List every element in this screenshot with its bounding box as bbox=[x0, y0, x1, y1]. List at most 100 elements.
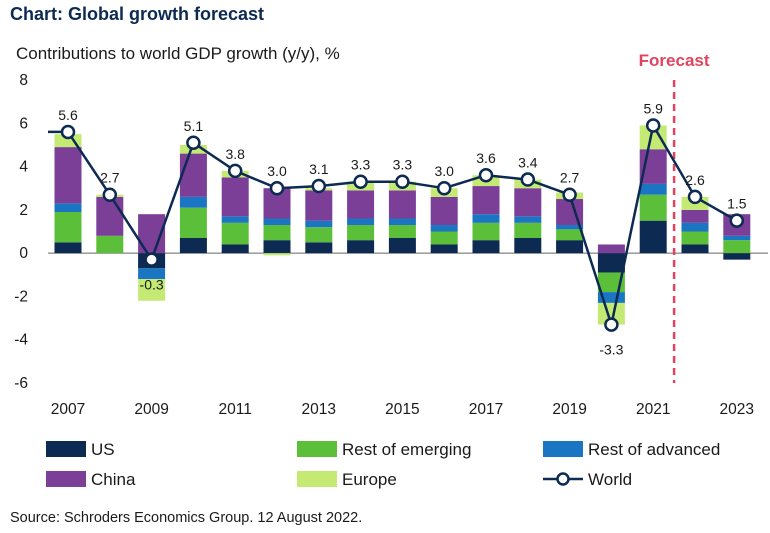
world-data-label: 5.9 bbox=[643, 100, 663, 116]
bar-segment-china bbox=[347, 190, 375, 219]
world-data-label: 3.0 bbox=[267, 163, 287, 179]
bar-segment-europe bbox=[138, 279, 166, 301]
world-point bbox=[478, 167, 494, 183]
x-tick-label: 2007 bbox=[51, 401, 85, 418]
bar-segment-china bbox=[221, 177, 249, 217]
world-data-label: 3.8 bbox=[225, 146, 245, 162]
legend-swatch-rest-of-advanced bbox=[543, 441, 583, 457]
bar-segment-rest-of-emerging bbox=[305, 227, 333, 243]
bar-segment-china bbox=[597, 244, 625, 254]
y-tick-label: 6 bbox=[19, 115, 28, 132]
bar-segment-us bbox=[221, 244, 249, 254]
data-label-layer: 5.6 2.7 -0.3 5.1 3.8 3.0 3.1 3.3 3.3 3.0 3.6 3.4 2.7… bbox=[58, 100, 746, 357]
bar-segment-rest-of-emerging bbox=[388, 225, 416, 238]
legend-swatch-rest-of-emerging bbox=[297, 441, 337, 457]
y-tick-label: 4 bbox=[19, 159, 28, 176]
bar-segment-rest-of-emerging bbox=[221, 222, 249, 245]
y-tick-label: -4 bbox=[14, 332, 28, 349]
world-point bbox=[269, 180, 285, 196]
bar-segment-rest-of-emerging bbox=[639, 194, 667, 221]
chart-title: Chart: Global growth forecast bbox=[10, 4, 265, 24]
bar-segment-rest-of-advanced bbox=[681, 222, 709, 232]
world-data-label: 2.7 bbox=[560, 170, 580, 186]
world-point bbox=[227, 163, 243, 179]
legend-label-us: US bbox=[91, 440, 115, 459]
chart-subtitle: Contributions to world GDP growth (y/y),… bbox=[16, 44, 340, 63]
bar-segment-china bbox=[472, 186, 500, 215]
world-point bbox=[60, 124, 76, 140]
bar-segment-rest-of-emerging bbox=[723, 240, 751, 254]
y-tick-label: -2 bbox=[14, 288, 28, 305]
forecast-label: Forecast bbox=[639, 51, 710, 70]
bar-segment-rest-of-emerging bbox=[514, 222, 542, 238]
bar-segment-us bbox=[179, 237, 207, 254]
bar-segment-us bbox=[723, 253, 751, 260]
bar-segment-rest-of-advanced bbox=[639, 183, 667, 195]
world-data-label: 5.1 bbox=[184, 118, 204, 134]
legend-label-rest-of-advanced: Rest of advanced bbox=[588, 440, 720, 459]
x-tick-label: 2011 bbox=[219, 401, 252, 418]
bar-segment-us bbox=[347, 240, 375, 254]
bar-segment-us bbox=[639, 220, 667, 254]
world-data-label: 3.0 bbox=[434, 163, 454, 179]
bar-segment-us bbox=[305, 242, 333, 254]
x-tick-label: 2017 bbox=[469, 401, 503, 418]
world-point bbox=[729, 213, 745, 228]
y-tick-label: 2 bbox=[19, 202, 28, 219]
bar-segment-china bbox=[179, 153, 207, 197]
bar-segment-us bbox=[556, 240, 584, 254]
legend-swatch-world-marker bbox=[556, 472, 570, 486]
bar-segment-rest-of-advanced bbox=[179, 196, 207, 208]
bar-segment-rest-of-emerging bbox=[96, 235, 124, 254]
world-data-label: 3.3 bbox=[393, 157, 413, 173]
y-tick-label: 8 bbox=[19, 72, 28, 89]
bar-segment-us bbox=[681, 244, 709, 254]
world-data-label: 3.6 bbox=[476, 150, 496, 166]
world-point bbox=[436, 180, 452, 196]
bar-segment-us bbox=[54, 242, 82, 254]
world-data-label: 2.6 bbox=[685, 172, 705, 188]
bar-segment-rest-of-emerging bbox=[681, 231, 709, 245]
bar-segment-rest-of-emerging bbox=[347, 225, 375, 241]
x-tick-label: 2013 bbox=[302, 401, 336, 418]
world-point bbox=[520, 172, 536, 187]
bar-segment-rest-of-emerging bbox=[430, 231, 458, 245]
bar-segment-china bbox=[96, 196, 124, 236]
bar-segment-rest-of-advanced bbox=[54, 203, 82, 213]
bar-segment-china bbox=[388, 190, 416, 219]
legend-label-rest-of-emerging: Rest of emerging bbox=[342, 440, 471, 459]
world-data-label: -3.3 bbox=[599, 342, 623, 358]
bar-segment-rest-of-advanced bbox=[263, 218, 291, 226]
world-point bbox=[395, 174, 410, 189]
bar-segment-china bbox=[514, 188, 542, 217]
legend-label-europe: Europe bbox=[342, 470, 397, 489]
bar-segment-rest-of-advanced bbox=[305, 220, 333, 228]
x-tick-label: 2021 bbox=[636, 401, 670, 418]
bar-segment-rest-of-advanced bbox=[723, 235, 751, 241]
bar-segment-rest-of-advanced bbox=[514, 216, 542, 223]
legend-label-world: World bbox=[588, 470, 632, 489]
bar-segment-china bbox=[305, 190, 333, 221]
world-data-label: 3.1 bbox=[309, 161, 329, 177]
y-tick-label: -6 bbox=[14, 375, 28, 392]
bar-segment-us bbox=[263, 240, 291, 254]
bar-segment-china bbox=[54, 147, 82, 204]
world-line bbox=[48, 124, 738, 326]
world-data-label: 5.6 bbox=[58, 107, 78, 123]
x-tick-label: 2023 bbox=[720, 401, 754, 418]
world-point bbox=[562, 187, 577, 202]
bar-segment-rest-of-emerging bbox=[556, 229, 584, 241]
bar-segment-china bbox=[430, 196, 458, 226]
legend-swatch-europe bbox=[297, 471, 337, 487]
world-point bbox=[311, 178, 327, 194]
world-data-label: 3.3 bbox=[351, 157, 371, 173]
bar-segment-europe bbox=[597, 302, 625, 325]
bar-segment-rest-of-emerging bbox=[179, 207, 207, 238]
world-point bbox=[353, 174, 368, 189]
world-point bbox=[687, 189, 703, 205]
x-tick-label: 2009 bbox=[134, 401, 168, 418]
world-line-layer bbox=[48, 118, 745, 332]
source-note: Source: Schroders Economics Group. 12 Au… bbox=[10, 510, 363, 526]
bar-segment-europe bbox=[263, 253, 291, 256]
bar-segment-rest-of-advanced bbox=[347, 218, 375, 226]
